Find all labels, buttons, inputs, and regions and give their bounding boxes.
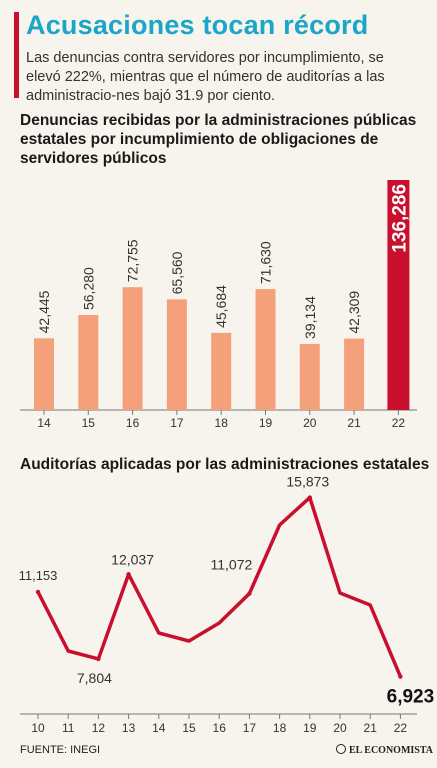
bar-chart-title: Denuncias recibidas por la administracio… <box>20 112 417 167</box>
line-value-label-10: 11,153 <box>19 568 58 583</box>
bar-axis-label-22: 22 <box>392 416 406 430</box>
line-axis-label-20: 20 <box>333 721 347 735</box>
line-value-label-13: 12,037 <box>111 551 154 567</box>
bar-axis-label-17: 17 <box>170 416 184 430</box>
line-axis-label-14: 14 <box>152 721 166 735</box>
line-axis-label-15: 15 <box>182 721 196 735</box>
bar-axis-label-20: 20 <box>303 416 317 430</box>
line-axis-label-12: 12 <box>92 721 106 735</box>
bar-value-label-18: 45,684 <box>213 285 229 328</box>
line-point-13 <box>126 572 131 577</box>
line-point-17 <box>247 591 252 596</box>
line-axis-label-10: 10 <box>31 721 45 735</box>
bar-16 <box>122 287 143 410</box>
footer-logo: EL ECONOMISTA <box>336 744 433 756</box>
line-series <box>36 495 403 679</box>
bar-axis-label-19: 19 <box>259 416 273 430</box>
line-point-19 <box>307 495 312 500</box>
bar-value-label-20: 39,134 <box>302 296 318 339</box>
bar-21 <box>344 338 365 410</box>
bar-18 <box>211 332 232 410</box>
line-value-label-22: 6,923 <box>387 687 435 708</box>
bar-value-label-14: 42,445 <box>36 290 52 333</box>
line-chart-title: Auditorías aplicadas por las administrac… <box>20 456 430 473</box>
bar-value-label-15: 56,280 <box>80 267 96 310</box>
bar-value-label-16: 72,755 <box>125 239 141 282</box>
bar-17 <box>166 299 187 410</box>
bar-axis-label-15: 15 <box>82 416 96 430</box>
bar-value-label-21: 42,309 <box>346 291 362 334</box>
line-axis-label-17: 17 <box>243 721 257 735</box>
bar-value-label-19: 71,630 <box>258 241 274 284</box>
line-point-12 <box>96 656 101 662</box>
line-axis-label-13: 13 <box>122 721 136 735</box>
line-value-label-12: 7,804 <box>77 670 112 686</box>
bar-axis-label-14: 14 <box>37 416 51 430</box>
line-axis-label-19: 19 <box>303 721 317 735</box>
line-axis-label-18: 18 <box>273 721 287 735</box>
bar-value-label-22: 136,286 <box>389 184 410 253</box>
bar-axis-label-21: 21 <box>347 416 361 430</box>
bar-14 <box>34 338 54 410</box>
logo-icon <box>336 744 346 754</box>
bar-axis-label-18: 18 <box>215 416 229 430</box>
line-point-22 <box>398 674 403 679</box>
line-axis-label-22: 22 <box>394 721 408 735</box>
bar-22 <box>387 180 410 410</box>
line-axis-label-16: 16 <box>213 721 227 735</box>
bar-19 <box>255 289 276 410</box>
line-point-10 <box>35 589 41 595</box>
footer-source: FUENTE: INEGI <box>20 744 101 756</box>
line-value-label-17: 11,072 <box>211 557 253 573</box>
title-accent-bar <box>14 12 19 98</box>
footer-logo-text: EL ECONOMISTA <box>349 745 433 756</box>
bar-value-label-17: 65,560 <box>169 251 185 294</box>
page-title: Acusaciones tocan récord <box>26 10 369 40</box>
bar-axis-label-16: 16 <box>126 416 140 430</box>
line-axis-label-11: 11 <box>62 721 75 735</box>
bar-15 <box>78 315 99 410</box>
line-value-label-19: 15,873 <box>286 474 329 490</box>
page-subtitle: Las denuncias contra servidores por incu… <box>26 50 385 104</box>
bar-20 <box>299 343 320 410</box>
line-axis-label-21: 21 <box>364 721 378 735</box>
